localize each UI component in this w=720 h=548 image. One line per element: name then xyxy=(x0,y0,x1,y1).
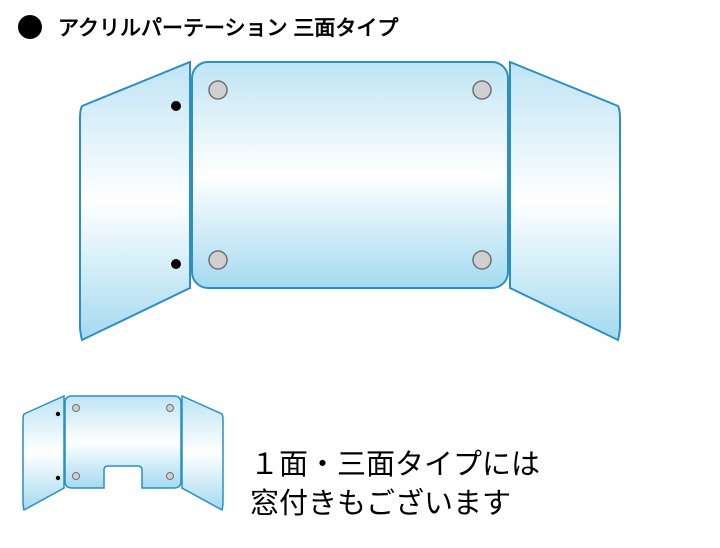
bolt-icon xyxy=(473,81,491,99)
caption: １面・三面タイプには 窓付きもございます xyxy=(250,446,540,524)
header: アクリルパーテーション 三面タイプ xyxy=(18,12,398,42)
hole-icon xyxy=(171,101,181,111)
front-panel xyxy=(192,62,508,288)
title: アクリルパーテーション 三面タイプ xyxy=(58,12,398,42)
partition-small-figure xyxy=(18,388,228,528)
front-panel-window xyxy=(65,396,181,488)
caption-line1: １面・三面タイプには xyxy=(250,446,540,485)
bullet-icon xyxy=(18,15,42,39)
bolt-icon xyxy=(73,405,80,412)
bolt-icon xyxy=(73,473,80,480)
bolt-icon xyxy=(167,473,174,480)
caption-line2: 窓付きもございます xyxy=(250,485,540,524)
bolt-icon xyxy=(473,251,491,269)
bolt-icon xyxy=(167,405,174,412)
hole-icon xyxy=(171,259,181,269)
hole-icon xyxy=(56,412,60,416)
bolt-icon xyxy=(209,81,227,99)
bolt-icon xyxy=(209,251,227,269)
partition-main-figure xyxy=(70,50,630,380)
right-panel xyxy=(182,396,223,510)
hole-icon xyxy=(56,476,60,480)
right-panel xyxy=(510,62,620,340)
